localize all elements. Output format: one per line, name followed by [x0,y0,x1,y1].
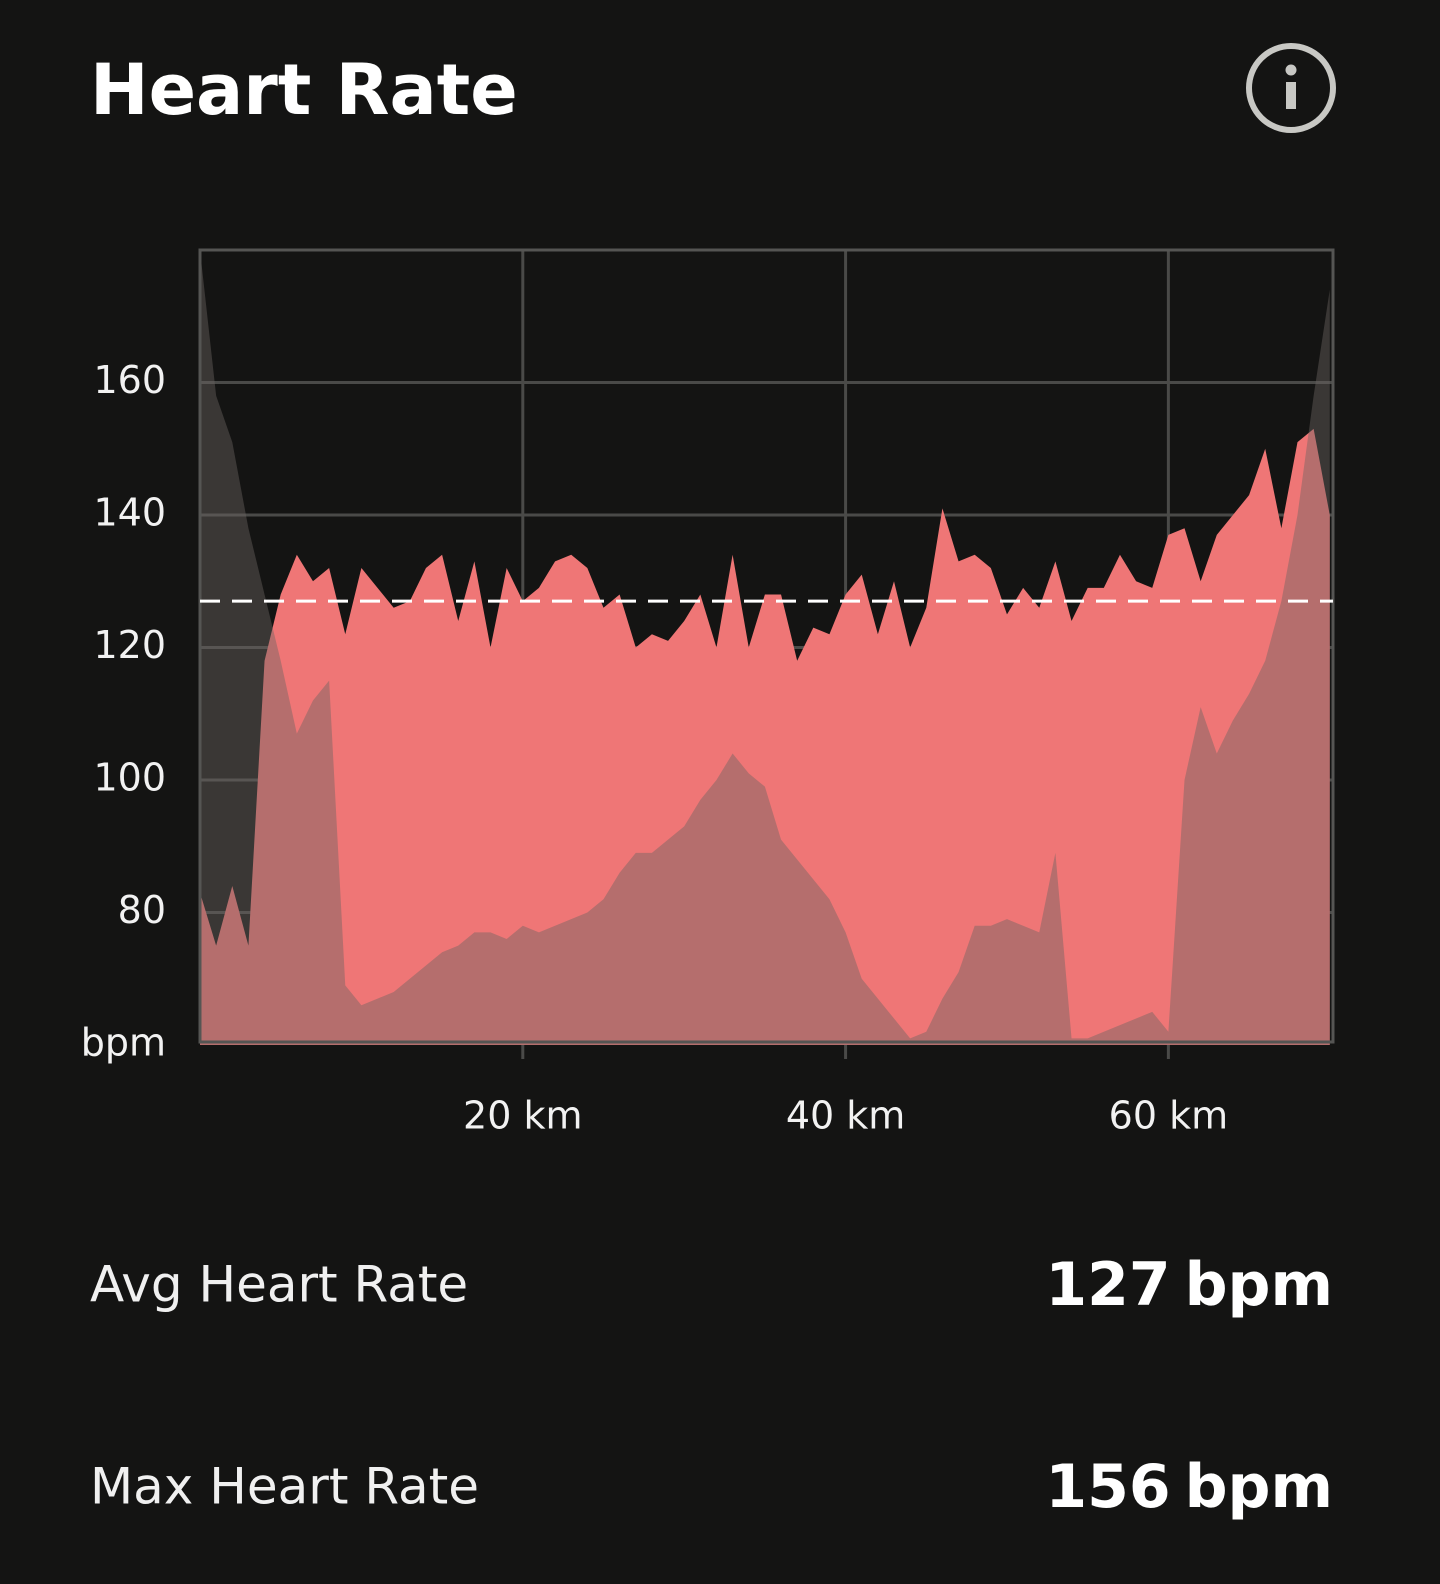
y-tick-label: 80 [118,888,166,932]
title: Heart Rate [90,49,518,131]
x-tick-label: 40 km [786,1094,905,1138]
y-tick-label: 160 [93,358,166,402]
y-tick-label: 120 [93,623,166,667]
info-dot [1285,64,1297,76]
plot: 80 100 120 140 160 bpm 20 km 40 km 60 km [81,248,1335,1138]
stat-unit: bpm [1185,1250,1333,1320]
x-tick-label: 60 km [1109,1094,1228,1138]
plot-frame [198,248,1335,1044]
info-button[interactable] [1246,43,1336,133]
y-tick-label: 100 [93,756,166,800]
area [200,428,1330,1045]
x-tick-label: 20 km [463,1094,582,1138]
stat-number: 156 [1045,1452,1170,1522]
stat-value: 127 bpm [1045,1250,1333,1320]
info-stem [1286,82,1296,109]
area [200,250,1330,1045]
stat-unit: bpm [1185,1452,1333,1522]
stat-number: 127 [1045,1250,1170,1320]
stat-value: 156 bpm [1045,1452,1333,1522]
y-unit-label: bpm [81,1021,166,1065]
stat-label: Max Heart Rate [90,1458,479,1516]
y-tick-label: 140 [93,491,166,535]
info-circle[interactable] [1246,43,1336,133]
stat-label: Avg Heart Rate [90,1256,468,1314]
